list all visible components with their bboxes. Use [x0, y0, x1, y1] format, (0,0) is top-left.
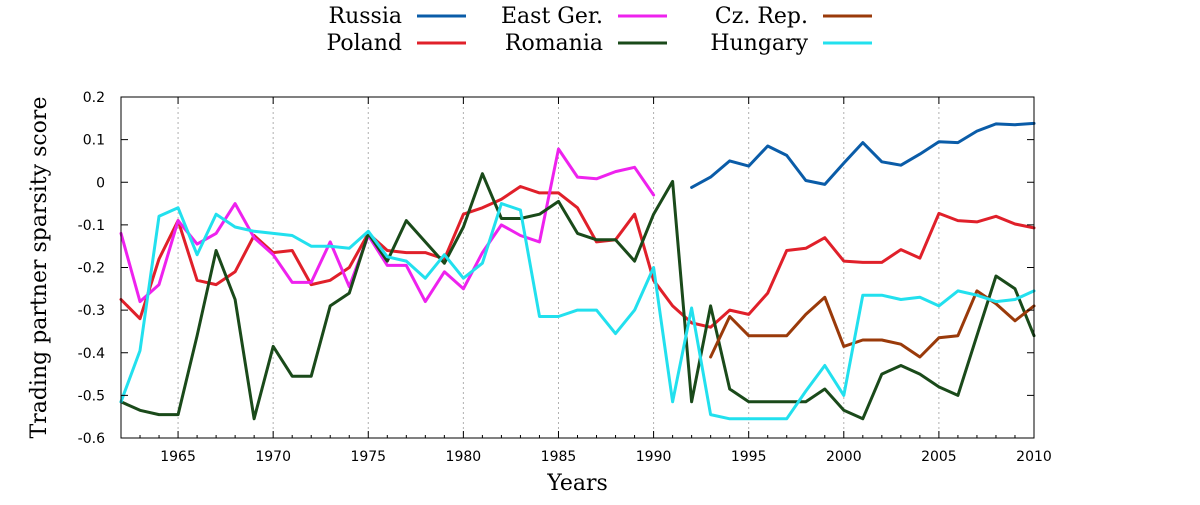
- plot-frame: [120, 96, 1035, 439]
- y-axis-title: Trading partner sparsity score: [27, 97, 52, 439]
- x-tick-label: 1975: [350, 449, 386, 465]
- y-tick-label: 0.2: [83, 90, 105, 106]
- y-tick-label: 0.1: [83, 133, 105, 149]
- y-tick-label: -0.2: [78, 261, 105, 277]
- grid: [177, 97, 940, 438]
- x-tick-label: 1985: [541, 449, 577, 465]
- axes: 1965 1970 1975 1980 1985 1990 1995 2000 2005 2010…: [78, 90, 1052, 465]
- y-tick-label: -0.6: [78, 431, 105, 447]
- series-line-poland: [119, 185, 1036, 329]
- series-line-east-ger: [119, 147, 656, 304]
- series-line-hungary: [119, 202, 1036, 421]
- series-line-russia: [690, 121, 1036, 189]
- legend-label-cz-rep: Cz. Rep.: [715, 4, 808, 29]
- x-tick-label: 2000: [826, 449, 862, 465]
- x-tick-label: 1965: [160, 449, 196, 465]
- legend-label-poland: Poland: [326, 31, 402, 56]
- x-tick-label: 2005: [921, 449, 957, 465]
- y-tick-label: -0.4: [78, 346, 105, 362]
- x-axis-title: Years: [546, 471, 608, 496]
- x-tick-label: 1980: [446, 449, 482, 465]
- legend-label-russia: Russia: [329, 4, 402, 29]
- x-tick-label: 2010: [1016, 449, 1052, 465]
- series-line-cz-rep: [709, 289, 1036, 359]
- legend-label-romania: Romania: [505, 31, 603, 56]
- y-tick-label: -0.1: [78, 218, 105, 234]
- legend-label-east-ger: East Ger.: [501, 4, 603, 29]
- x-tick-label: 1970: [255, 449, 291, 465]
- y-tick-label: 0: [96, 175, 105, 191]
- legend-label-hungary: Hungary: [710, 31, 808, 56]
- x-tick-label: 1995: [731, 449, 767, 465]
- y-tick-label: -0.5: [78, 388, 105, 404]
- series-line-romania: [119, 172, 1036, 421]
- y-tick-label: -0.3: [78, 303, 105, 319]
- x-tick-label: 1990: [636, 449, 672, 465]
- series-lines: [119, 121, 1036, 421]
